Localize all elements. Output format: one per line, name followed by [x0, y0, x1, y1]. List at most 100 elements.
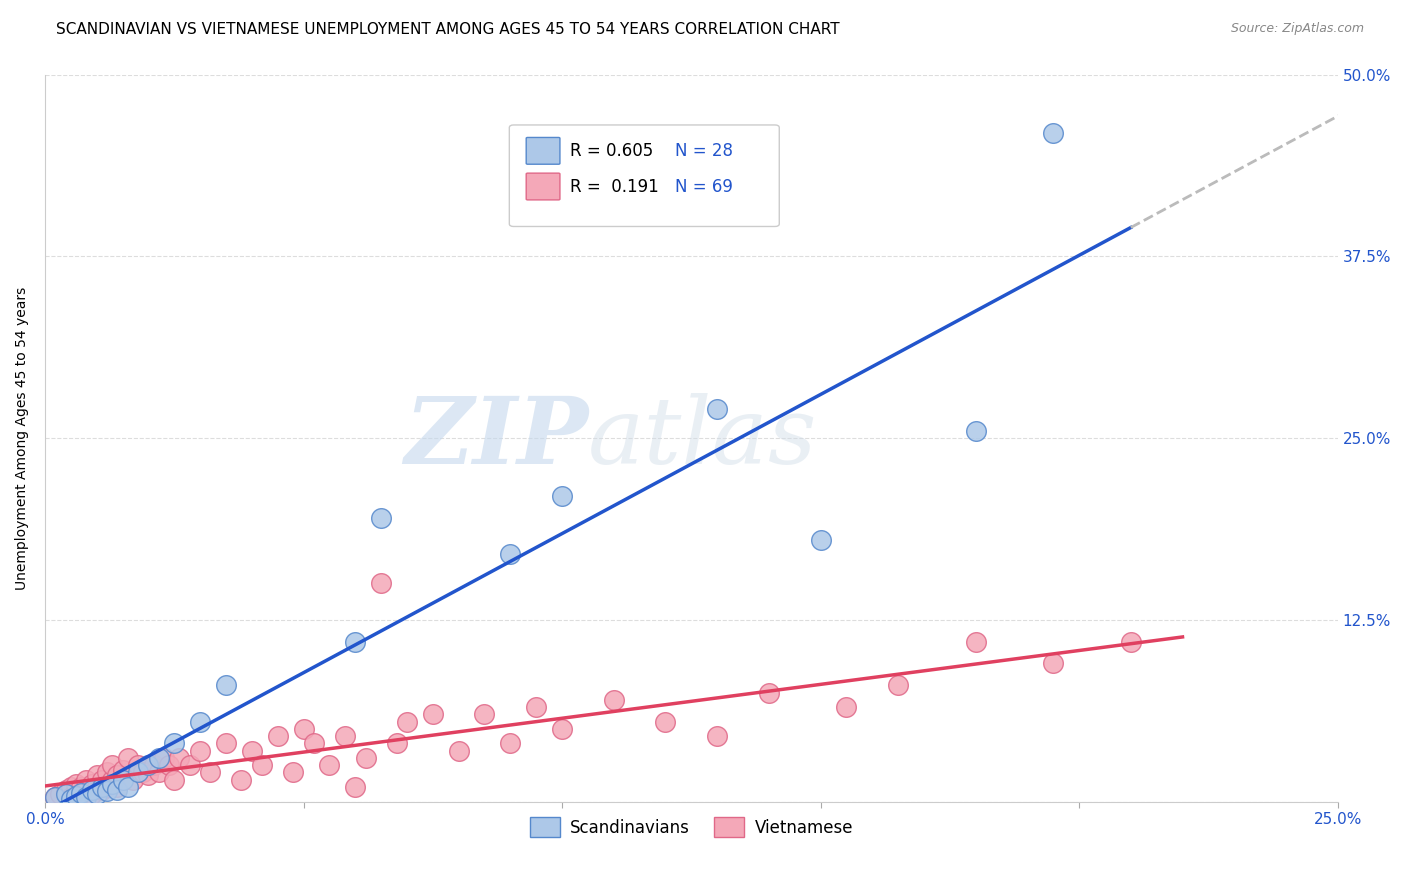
Legend: Scandinavians, Vietnamese: Scandinavians, Vietnamese: [523, 811, 859, 844]
Point: [188, 714, 211, 729]
Point: [122, 772, 145, 787]
Point: [105, 768, 128, 782]
Point: [179, 758, 201, 772]
Point: [80, 777, 103, 791]
Point: [422, 707, 444, 722]
Point: [148, 765, 170, 780]
Point: [86, 768, 108, 782]
Point: [887, 678, 910, 692]
Text: N = 28: N = 28: [675, 142, 734, 160]
Point: [44, 790, 66, 805]
Point: [75, 772, 97, 787]
Point: [90, 780, 112, 794]
Point: [292, 722, 315, 736]
Text: SCANDINAVIAN VS VIETNAMESE UNEMPLOYMENT AMONG AGES 45 TO 54 YEARS CORRELATION CH: SCANDINAVIAN VS VIETNAMESE UNEMPLOYMENT …: [56, 22, 839, 37]
Point: [283, 765, 305, 780]
Point: [65, 784, 87, 798]
Point: [59, 790, 82, 805]
Point: [44, 790, 66, 805]
Point: [188, 744, 211, 758]
Point: [499, 547, 522, 561]
Point: [127, 758, 149, 772]
Y-axis label: Unemployment Among Ages 45 to 54 years: Unemployment Among Ages 45 to 54 years: [15, 286, 30, 590]
Point: [395, 714, 418, 729]
Point: [524, 700, 547, 714]
Point: [90, 783, 112, 797]
Point: [302, 736, 325, 750]
Point: [157, 758, 180, 772]
Point: [370, 511, 392, 525]
Point: [96, 765, 118, 780]
Point: [117, 780, 139, 794]
Point: [153, 751, 176, 765]
Point: [49, 787, 72, 801]
Point: [59, 791, 82, 805]
Point: [447, 744, 470, 758]
Point: [70, 786, 93, 800]
Point: [70, 787, 93, 801]
Point: [111, 763, 134, 777]
Point: [318, 758, 340, 772]
Point: [965, 634, 987, 648]
Point: [1042, 657, 1064, 671]
Point: [132, 765, 155, 780]
Point: [138, 768, 160, 782]
Point: [80, 787, 103, 801]
Point: [65, 789, 87, 803]
Point: [55, 787, 77, 801]
Point: [105, 780, 128, 794]
Point: [474, 707, 496, 722]
Point: [59, 780, 82, 794]
Point: [138, 758, 160, 772]
Point: [551, 489, 574, 503]
Point: [370, 576, 392, 591]
Point: [200, 765, 222, 780]
Text: ZIP: ZIP: [404, 393, 588, 483]
Point: [142, 758, 165, 772]
Point: [810, 533, 832, 547]
Point: [96, 780, 118, 794]
Point: [758, 685, 780, 699]
Point: [80, 783, 103, 797]
Point: [101, 758, 124, 772]
Point: [215, 736, 238, 750]
Point: [163, 736, 186, 750]
Text: atlas: atlas: [588, 393, 817, 483]
Point: [111, 772, 134, 787]
Text: R = 0.605: R = 0.605: [569, 142, 652, 160]
Point: [117, 751, 139, 765]
Point: [333, 729, 356, 743]
Point: [127, 765, 149, 780]
Point: [654, 714, 676, 729]
Point: [86, 780, 108, 794]
Text: Source: ZipAtlas.com: Source: ZipAtlas.com: [1230, 22, 1364, 36]
Point: [96, 784, 118, 798]
Point: [240, 744, 263, 758]
Point: [1119, 634, 1142, 648]
Text: N = 69: N = 69: [675, 178, 733, 195]
Point: [231, 772, 253, 787]
Point: [250, 758, 273, 772]
Point: [344, 634, 367, 648]
Point: [101, 777, 124, 791]
Point: [354, 751, 377, 765]
Point: [499, 736, 522, 750]
Point: [111, 772, 134, 787]
Point: [706, 729, 728, 743]
Point: [101, 772, 124, 787]
Point: [266, 729, 288, 743]
Point: [385, 736, 408, 750]
Point: [551, 722, 574, 736]
Point: [86, 787, 108, 801]
Point: [603, 693, 626, 707]
Point: [163, 772, 186, 787]
Point: [344, 780, 367, 794]
Point: [169, 751, 191, 765]
Point: [965, 424, 987, 438]
Point: [148, 751, 170, 765]
Point: [215, 678, 238, 692]
Point: [90, 772, 112, 787]
Point: [65, 777, 87, 791]
Point: [706, 401, 728, 416]
Point: [70, 780, 93, 794]
